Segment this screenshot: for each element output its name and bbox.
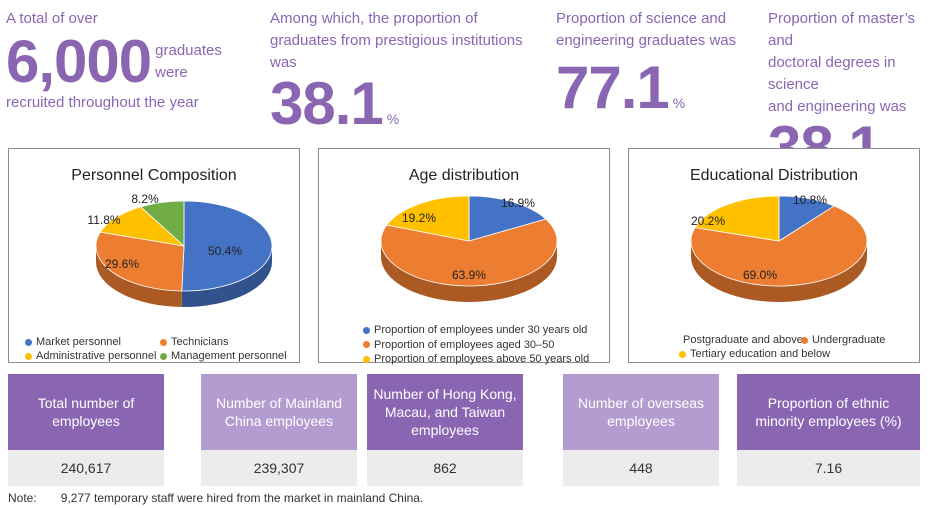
stat-prestigious-line1: Among which, the proportion of bbox=[270, 10, 478, 27]
legend-label: Postgraduate and above bbox=[683, 334, 803, 346]
pie-slice bbox=[95, 231, 185, 292]
stat-prestigious-line2: graduates from prestigious institutions bbox=[270, 32, 523, 49]
legend-item: Market personnel bbox=[25, 335, 160, 349]
ethnic-minority-value: 7.16 bbox=[737, 450, 920, 486]
hk-macau-taiwan-employees-value: 862 bbox=[367, 450, 523, 486]
pie-data-label: 20.2% bbox=[691, 214, 725, 228]
legend-swatch-green bbox=[160, 352, 167, 360]
footnote: Note: 9,277 temporary staff were hired fr… bbox=[8, 491, 423, 505]
pie-data-label: 19.2% bbox=[402, 211, 436, 225]
stat-science-line2: engineering graduates was bbox=[556, 32, 737, 49]
legend-swatch-orange bbox=[363, 341, 370, 348]
legend-swatch-blue bbox=[25, 338, 32, 346]
chart-title: Personnel Composition bbox=[71, 167, 237, 184]
stat-masters-line3: and engineering was bbox=[768, 98, 907, 115]
pie-slice bbox=[181, 200, 273, 292]
pie-slice bbox=[139, 200, 185, 247]
age-distribution-chart: 16.9% 63.9% 19.2% bbox=[380, 195, 558, 302]
legend-item: Management personnel bbox=[160, 349, 287, 363]
pie-slice bbox=[694, 195, 780, 242]
pie-slice bbox=[99, 206, 186, 247]
stat-science-big: 77.1 bbox=[556, 54, 670, 121]
chart-title: Educational Distribution bbox=[689, 167, 859, 184]
footnote-text: 9,277 temporary staff were hired from th… bbox=[60, 491, 424, 505]
legend-item: Undergraduate bbox=[801, 333, 885, 347]
pie-slice bbox=[690, 205, 868, 287]
legend-label: Technicians bbox=[171, 336, 229, 348]
stat-prestigious: Among which, the proportion of graduates… bbox=[270, 8, 540, 134]
legend-label: Proportion of employees above 50 years o… bbox=[374, 353, 590, 365]
stat-graduates-pre: A total of over bbox=[6, 10, 98, 27]
pie-slice-side bbox=[96, 246, 182, 307]
stat-masters-line1: Proportion of master’s and bbox=[768, 10, 916, 49]
stat-graduates-post: graduates were bbox=[155, 42, 222, 81]
stat-graduates-big: 6,000 bbox=[6, 28, 152, 95]
pie-slice-side bbox=[381, 241, 557, 302]
legend-label: Proportion of employees under 30 years o… bbox=[374, 324, 588, 336]
stat-prestigious-line3: was bbox=[270, 54, 297, 71]
pie-slice-side bbox=[181, 246, 273, 307]
stat-masters-line2: doctoral degrees in science bbox=[768, 54, 896, 93]
chart-title: Age distribution bbox=[408, 167, 520, 184]
pie-data-label: 8.2% bbox=[131, 192, 159, 206]
legend-item: Proportion of employees aged 30–50 bbox=[363, 338, 554, 352]
legend-swatch-yellow bbox=[363, 355, 370, 363]
total-employees-header: Total number of employees bbox=[8, 374, 164, 450]
mainland-employees-value: 239,307 bbox=[201, 450, 357, 486]
pie-data-label: 29.6% bbox=[105, 257, 139, 271]
legend-swatch-blue bbox=[363, 326, 370, 334]
legend-item: Administrative personnel bbox=[25, 349, 160, 363]
pie-data-label: 10.8% bbox=[793, 193, 827, 207]
hk-macau-taiwan-employees-header: Number of Hong Kong, Macau, and Taiwan e… bbox=[367, 374, 523, 450]
pie-data-label: 16.9% bbox=[501, 196, 535, 210]
total-employees-value: 240,617 bbox=[8, 450, 164, 486]
personnel-composition-chart: 50.4% 29.6% 11.8% 8.2% bbox=[87, 192, 273, 307]
legend-label: Market personnel bbox=[36, 336, 121, 348]
chart-legend: Proportion of employees under 30 years o… bbox=[363, 323, 603, 367]
stat-prestigious-big: 38.1 bbox=[270, 70, 384, 137]
legend-item: Postgraduate and above bbox=[679, 333, 803, 347]
pie-data-label: 50.4% bbox=[208, 244, 242, 258]
age-distribution-panel: Age distribution 16.9% 63.9% 19.2% Proport… bbox=[318, 148, 610, 365]
pie-data-label: 63.9% bbox=[452, 268, 486, 282]
educational-distribution-chart: 10.8% 69.0% 20.2% bbox=[690, 193, 868, 302]
stat-prestigious-unit: % bbox=[386, 111, 400, 127]
legend-label: Proportion of employees aged 30–50 bbox=[374, 338, 555, 351]
pie-slice-side bbox=[691, 241, 867, 302]
overseas-employees-header: Number of overseas employees bbox=[563, 374, 719, 450]
pie-slice bbox=[380, 218, 558, 287]
legend-label: Tertiary education and below bbox=[690, 348, 831, 360]
pie-slice bbox=[386, 195, 470, 242]
ethnic-minority-header: Proportion of ethnic minority employees … bbox=[737, 374, 920, 450]
legend-label: Undergraduate bbox=[812, 334, 886, 346]
legend-label: Administrative personnel bbox=[36, 350, 157, 362]
legend-swatch-orange bbox=[801, 336, 808, 344]
pie-data-label: 69.0% bbox=[743, 268, 777, 282]
legend-item: Proportion of employees above 50 years o… bbox=[363, 352, 589, 366]
chart-legend: Market personnel Technicians Administrat… bbox=[25, 335, 295, 363]
educational-distribution-panel: Educational Distribution 10.8% 69.0% 20.2%… bbox=[628, 148, 920, 363]
overseas-employees-value: 448 bbox=[563, 450, 719, 486]
chart-legend: Postgraduate and above Undergraduate Ter… bbox=[679, 333, 915, 362]
legend-swatch-yellow bbox=[679, 350, 686, 358]
stat-science-unit: % bbox=[672, 95, 686, 111]
pie-slice bbox=[468, 195, 547, 242]
stat-science-line1: Proportion of science and bbox=[556, 10, 727, 27]
legend-item: Proportion of employees under 30 years o… bbox=[363, 323, 587, 337]
footnote-prefix: Note: bbox=[8, 491, 37, 505]
personnel-composition-panel: Personnel Composition 50.4% 29.6% 11.8% 8.2… bbox=[8, 148, 300, 363]
legend-swatch-yellow bbox=[25, 352, 32, 360]
stat-science: Proportion of science and engineering gr… bbox=[556, 8, 766, 118]
legend-swatch-orange bbox=[160, 338, 167, 346]
legend-item: Tertiary education and below bbox=[679, 347, 830, 361]
legend-item: Technicians bbox=[160, 335, 228, 349]
stat-graduates-post2: recruited throughout the year bbox=[6, 94, 199, 111]
mainland-employees-header: Number of Mainland China employees bbox=[201, 374, 357, 450]
legend-label: Management personnel bbox=[171, 350, 287, 362]
stat-graduates: A total of over 6,000 graduates were rec… bbox=[6, 8, 256, 114]
pie-data-label: 11.8% bbox=[87, 213, 120, 227]
